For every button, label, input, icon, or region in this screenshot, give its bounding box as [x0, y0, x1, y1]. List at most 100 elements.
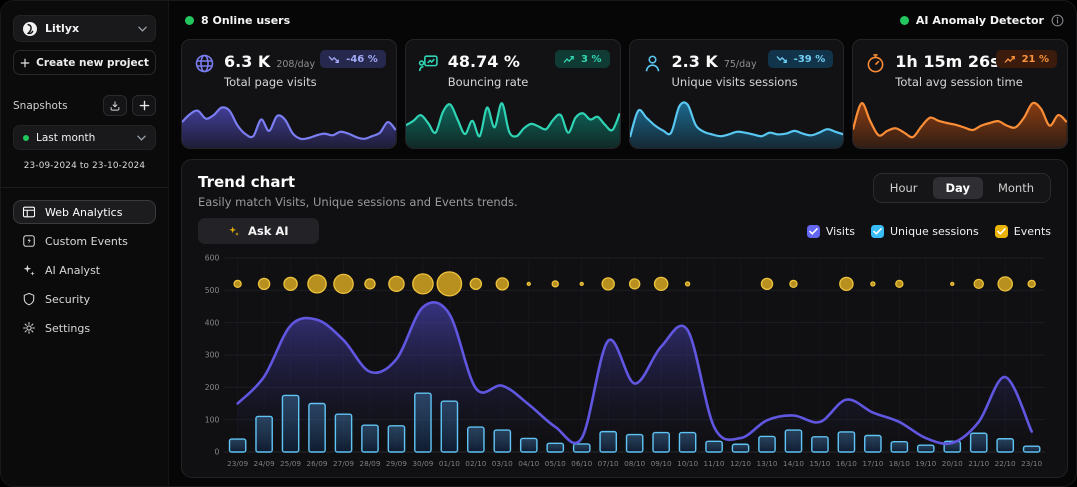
sidebar-item-label: Settings [45, 321, 91, 335]
sidebar-item-custom-events[interactable]: Custom Events [13, 229, 156, 253]
stat-value: 1h 15m 26s [895, 52, 1000, 71]
trend-badge-value: -39 % [793, 53, 826, 65]
create-new-project-button[interactable]: Create new project [13, 50, 156, 75]
svg-text:500: 500 [205, 286, 220, 295]
stat-label: Total page visits [224, 75, 317, 89]
sidebar-item-security[interactable]: Security [13, 287, 156, 311]
litlyx-logo [23, 21, 37, 36]
main-content: 8 Online users AI Anomaly Detector [169, 1, 1076, 486]
security-shield-icon [23, 292, 35, 306]
svg-text:29/09: 29/09 [386, 459, 407, 468]
bounce-rate-icon [418, 55, 438, 72]
sidebar: Litlyx Create new project Snapshots Last… [1, 1, 169, 486]
import-snapshot-button[interactable] [103, 95, 127, 116]
svg-text:27/09: 27/09 [333, 459, 354, 468]
visits-checkbox[interactable] [806, 224, 820, 238]
granularity-month-button[interactable]: Month [985, 177, 1047, 199]
trend-badge-value: 3 % [581, 53, 602, 65]
trend-badge-value: 21 % [1021, 53, 1049, 65]
legend-visits[interactable]: Visits [806, 224, 855, 238]
globe-icon [195, 54, 214, 73]
svg-text:19/10: 19/10 [915, 459, 936, 468]
sidebar-item-label: AI Analyst [45, 263, 101, 277]
svg-text:23/09: 23/09 [227, 459, 248, 468]
trend-badge-value: -46 % [346, 53, 378, 65]
trend-up-icon [1004, 55, 1015, 63]
trend-up-icon [563, 55, 574, 63]
info-icon[interactable] [1051, 14, 1064, 27]
svg-text:26/09: 26/09 [307, 459, 328, 468]
sparkline-total-page-visits [182, 106, 396, 148]
stat-label: Unique visits sessions [671, 75, 798, 89]
trend-badge: -39 % [767, 50, 834, 68]
trend-chart-panel: Trend chart Easily match Visits, Unique … [181, 159, 1068, 478]
sparkle-icon [229, 226, 239, 236]
sidebar-item-settings[interactable]: Settings [13, 316, 156, 340]
stat-value: 48.74 % [447, 52, 520, 71]
trend-chart-area: 0 100 200 300 400 500 600 23/09 24/09 25/09 26/09 2… [198, 250, 1051, 473]
svg-text:24/09: 24/09 [254, 459, 275, 468]
snapshot-status-dot [23, 134, 29, 141]
svg-text:23/10: 23/10 [1021, 459, 1042, 468]
trend-chart-title: Trend chart [198, 173, 296, 191]
svg-text:11/10: 11/10 [704, 459, 725, 468]
topbar: 8 Online users AI Anomaly Detector [181, 1, 1068, 39]
add-snapshot-button[interactable] [132, 95, 156, 116]
legend-label: Events [1013, 224, 1051, 238]
svg-text:14/10: 14/10 [783, 459, 804, 468]
stat-per-day: 208/day [276, 59, 316, 70]
svg-text:06/10: 06/10 [571, 459, 592, 468]
svg-text:10/10: 10/10 [677, 459, 698, 468]
legend-unique-sessions[interactable]: Unique sessions [871, 224, 979, 238]
snapshot-range-select[interactable]: Last month [13, 125, 156, 150]
legend-events[interactable]: Events [994, 224, 1051, 238]
user-icon [645, 55, 659, 72]
events-checkbox[interactable] [994, 224, 1008, 238]
granularity-hour-button[interactable]: Hour [877, 177, 931, 199]
plus-icon [20, 58, 30, 67]
stat-card-avg-session-time: 1h 15m 26s Total avg session time 21 % [852, 39, 1068, 149]
trend-down-icon [328, 55, 340, 63]
svg-text:18/10: 18/10 [889, 459, 910, 468]
chevron-down-icon [137, 135, 146, 141]
sidebar-item-web-analytics[interactable]: Web Analytics [13, 200, 156, 224]
svg-text:30/09: 30/09 [412, 459, 433, 468]
online-users-label: 8 Online users [201, 13, 291, 27]
stat-value: 2.3 K [671, 52, 718, 71]
stat-card-total-page-visits: 6.3 K 208/day Total page visits -46 % [181, 39, 397, 149]
svg-text:01/10: 01/10 [439, 459, 460, 468]
svg-text:16/10: 16/10 [836, 459, 857, 468]
svg-text:04/10: 04/10 [518, 459, 539, 468]
svg-text:0: 0 [214, 448, 219, 457]
trend-chart: 0 100 200 300 400 500 600 23/09 24/09 25/09 26/09 2… [205, 254, 1045, 468]
svg-text:28/09: 28/09 [359, 459, 380, 468]
granularity-day-button[interactable]: Day [932, 177, 983, 199]
svg-text:21/10: 21/10 [968, 459, 989, 468]
check-icon [996, 227, 1006, 235]
chart-legend: Visits Unique sessions Events [806, 224, 1051, 238]
stat-per-day: 75/day [723, 59, 757, 70]
legend-label: Unique sessions [890, 224, 979, 238]
svg-text:300: 300 [205, 351, 220, 360]
stat-label: Bouncing rate [447, 75, 529, 89]
sidebar-item-ai-analyst[interactable]: AI Analyst [13, 258, 156, 282]
sidebar-item-label: Web Analytics [45, 205, 123, 219]
svg-text:100: 100 [205, 415, 220, 424]
stat-label: Total avg session time [895, 75, 1023, 89]
stat-card-bouncing-rate: 48.74 % Bouncing rate 3 % [404, 39, 621, 149]
ai-analyst-icon [23, 264, 35, 276]
unique-sessions-checkbox[interactable] [871, 224, 884, 238]
ask-ai-button[interactable]: Ask AI [198, 218, 319, 244]
sparkline-unique-visits [629, 101, 844, 148]
sidebar-item-label: Custom Events [45, 234, 128, 248]
svg-text:08/10: 08/10 [624, 459, 645, 468]
anomaly-detector-label: AI Anomaly Detector [915, 13, 1044, 27]
sidebar-item-label: Security [45, 292, 91, 306]
anomaly-status-dot [899, 15, 909, 25]
svg-text:25/09: 25/09 [280, 459, 301, 468]
legend-label: Visits [825, 224, 855, 238]
custom-events-icon [23, 235, 35, 247]
snapshots-label: Snapshots [13, 99, 68, 112]
project-selector[interactable]: Litlyx [13, 15, 156, 42]
create-new-project-label: Create new project [36, 56, 149, 69]
